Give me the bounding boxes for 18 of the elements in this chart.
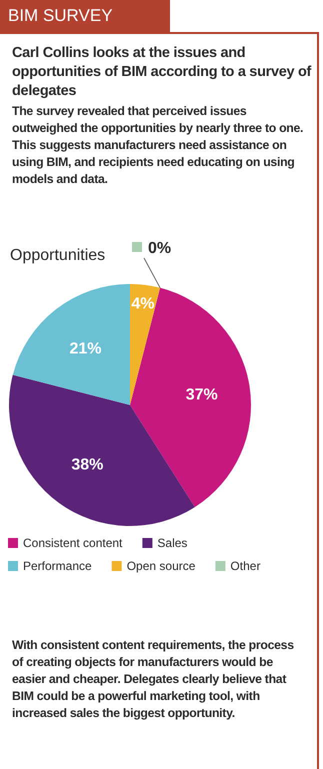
text: The survey revealed that perceived issues outweighed the opportunities by nearly three to one. This suggests manufacturers need assistance on using BIM, and recipients need educating on using models and data. xyxy=(12,103,304,188)
data-label: 21% xyxy=(69,340,102,358)
text: With consistent content requirements, the process of creating objects for manufacturers would be easier and cheaper. Delegates clearly believe that BIM could be a powerful marketing tool, with increased sales the biggest opportunity. xyxy=(12,637,295,722)
text: Opportunities xyxy=(10,247,106,265)
pie-slice xyxy=(12,284,130,405)
legend-label: Open source xyxy=(126,559,196,573)
chart-subtitle: Carl Collins looks at the issues and opportunities of BIM according to a survey of delegates xyxy=(12,44,312,101)
data-label: 38% xyxy=(71,456,104,474)
legend-label: Other xyxy=(230,559,260,573)
legend-label: Consistent content xyxy=(23,536,124,550)
legend-label: Performance xyxy=(23,559,92,573)
text: 0% xyxy=(148,240,172,257)
legend-label: Sales xyxy=(157,536,188,550)
chart-title: BIM SURVEY xyxy=(0,0,170,32)
pie-slice xyxy=(130,288,251,508)
data-label: 37% xyxy=(186,386,218,404)
pie-slice xyxy=(130,284,160,405)
data-label: 4% xyxy=(131,296,154,313)
